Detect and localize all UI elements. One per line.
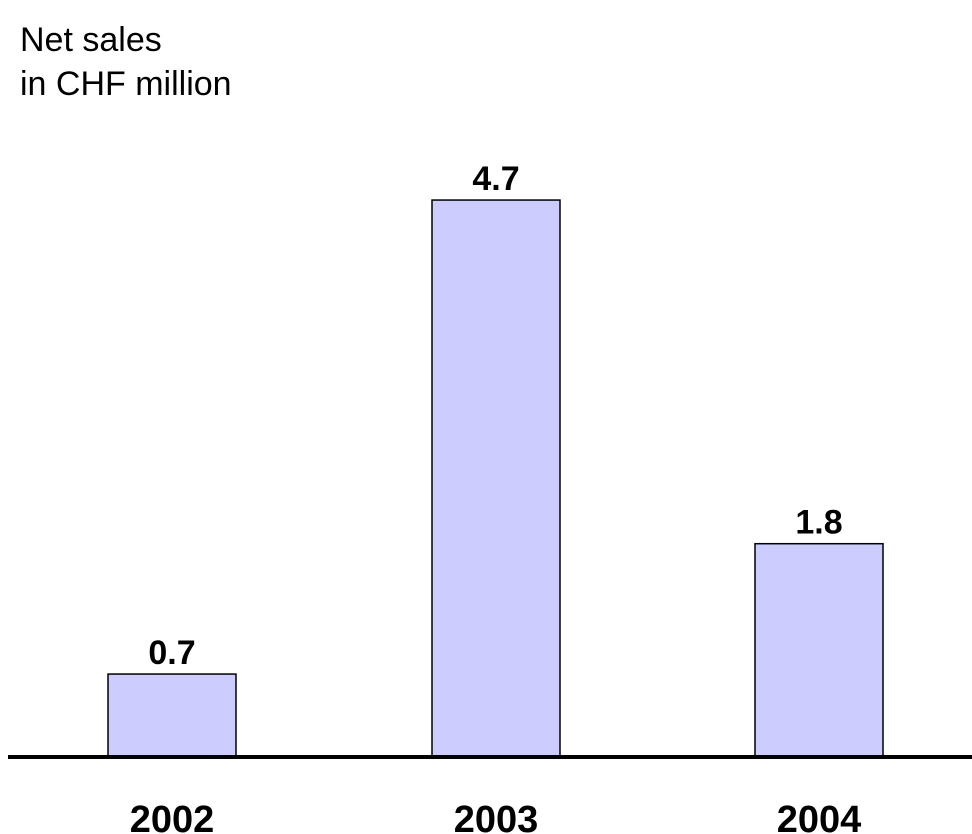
category-label-2003: 2003 — [454, 799, 539, 834]
bar-2004 — [754, 542, 884, 758]
chart-title: Net sales — [20, 21, 162, 59]
bar-2003 — [431, 199, 561, 758]
chart-title-block: Net sales in CHF million — [20, 18, 232, 106]
value-label-2003: 4.7 — [472, 160, 519, 198]
value-labels-group: 0.7 4.7 1.8 — [148, 160, 842, 672]
value-label-2004: 1.8 — [795, 504, 842, 542]
category-labels-group: 2002 2003 2004 — [130, 799, 862, 834]
value-label-2002: 0.7 — [148, 634, 195, 672]
chart-subtitle: in CHF million — [20, 65, 232, 103]
bars-group — [107, 199, 884, 758]
bar-2002 — [107, 673, 237, 758]
category-label-2004: 2004 — [777, 799, 862, 834]
category-label-2002: 2002 — [130, 799, 215, 834]
